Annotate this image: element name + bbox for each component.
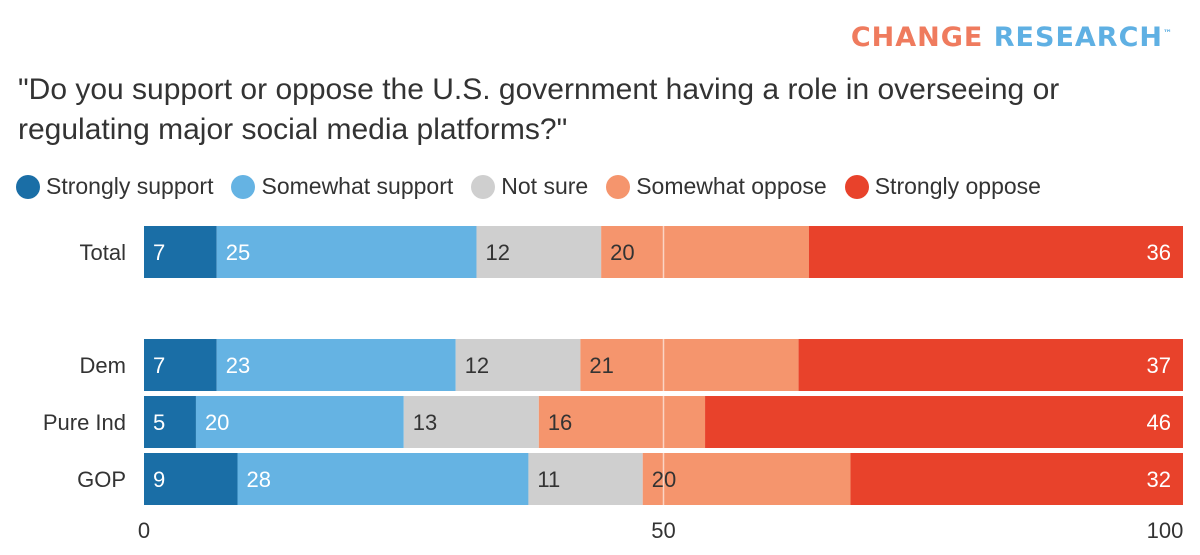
legend-swatch (231, 174, 256, 199)
bar-value-label: 46 (1147, 410, 1171, 435)
bar-segment (144, 226, 217, 278)
bar-segment (144, 453, 238, 505)
bar-segment (580, 339, 799, 391)
legend-swatch (844, 174, 869, 199)
bar-value-label: 7 (153, 240, 165, 265)
bar-segment (642, 453, 851, 505)
bar-value-label: 16 (548, 410, 572, 435)
legend-item: Strongly oppose (844, 173, 1041, 200)
bar-value-label: 20 (205, 410, 229, 435)
row-label: Dem (80, 353, 126, 378)
bar-value-label: 7 (153, 353, 165, 378)
bar-value-label: 36 (1147, 240, 1171, 265)
bar-value-label: 12 (485, 240, 509, 265)
x-tick-label: 100 (1147, 518, 1184, 543)
x-tick-label: 50 (651, 518, 675, 543)
legend-label: Strongly support (46, 173, 214, 199)
bar-segment (601, 226, 809, 278)
legend-label: Somewhat support (261, 173, 454, 199)
bar-segment (455, 339, 581, 391)
bar-value-label: 13 (413, 410, 437, 435)
row-label: Pure Ind (43, 410, 126, 435)
legend-item: Somewhat support (231, 173, 453, 200)
bar-segment (528, 453, 643, 505)
legend-item: Strongly support (16, 173, 213, 200)
chart-legend: Strongly support Somewhat support Not sure… (16, 173, 1059, 200)
bar-value-label: 12 (465, 353, 489, 378)
bar-segment (144, 396, 196, 448)
bar-segment (216, 339, 456, 391)
bar-value-label: 25 (226, 240, 250, 265)
brand-logo-part2: RESEARCH (993, 22, 1163, 53)
bar-value-label: 9 (153, 467, 165, 492)
bar-value-label: 37 (1147, 353, 1171, 378)
bar-segment (538, 396, 706, 448)
brand-logo-trademark: ™ (1163, 29, 1172, 39)
bar-segment (195, 396, 404, 448)
chart-title: "Do you support or oppose the U.S. gover… (18, 73, 1060, 146)
legend-swatch (606, 174, 631, 199)
bar-segment (403, 396, 539, 448)
bar-segment (216, 226, 477, 278)
bar-segment (705, 396, 1183, 448)
row-label: Total (80, 240, 126, 265)
bar-segment (850, 453, 1183, 505)
bar-value-label: 20 (610, 240, 634, 265)
legend-item: Somewhat oppose (606, 173, 827, 200)
x-tick-label: 0 (138, 518, 150, 543)
legend-item: Not sure (471, 173, 588, 200)
bar-value-label: 28 (247, 467, 271, 492)
legend-label: Somewhat oppose (636, 173, 827, 199)
bar-segment (476, 226, 602, 278)
legend-swatch (16, 174, 40, 199)
brand-logo-part1: CHANGE (850, 22, 984, 53)
bar-segment (144, 339, 217, 391)
bar-value-label: 23 (226, 353, 250, 378)
bar-segment (808, 226, 1183, 278)
bar-segment (798, 339, 1183, 391)
bar-value-label: 21 (589, 353, 613, 378)
bar-value-label: 5 (153, 410, 165, 435)
bar-segment (237, 453, 529, 505)
row-label: GOP (77, 467, 126, 492)
legend-swatch (471, 174, 496, 199)
legend-label: Strongly oppose (874, 173, 1041, 199)
brand-logo: CHANGE RESEARCH™ (851, 22, 1172, 53)
bar-value-label: 32 (1147, 467, 1171, 492)
legend-label: Not sure (501, 173, 589, 199)
bar-value-label: 11 (537, 467, 560, 492)
